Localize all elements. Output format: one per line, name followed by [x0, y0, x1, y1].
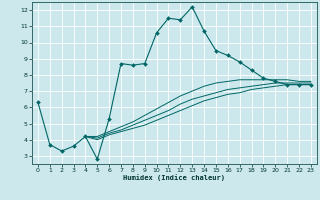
X-axis label: Humidex (Indice chaleur): Humidex (Indice chaleur) — [124, 175, 225, 181]
